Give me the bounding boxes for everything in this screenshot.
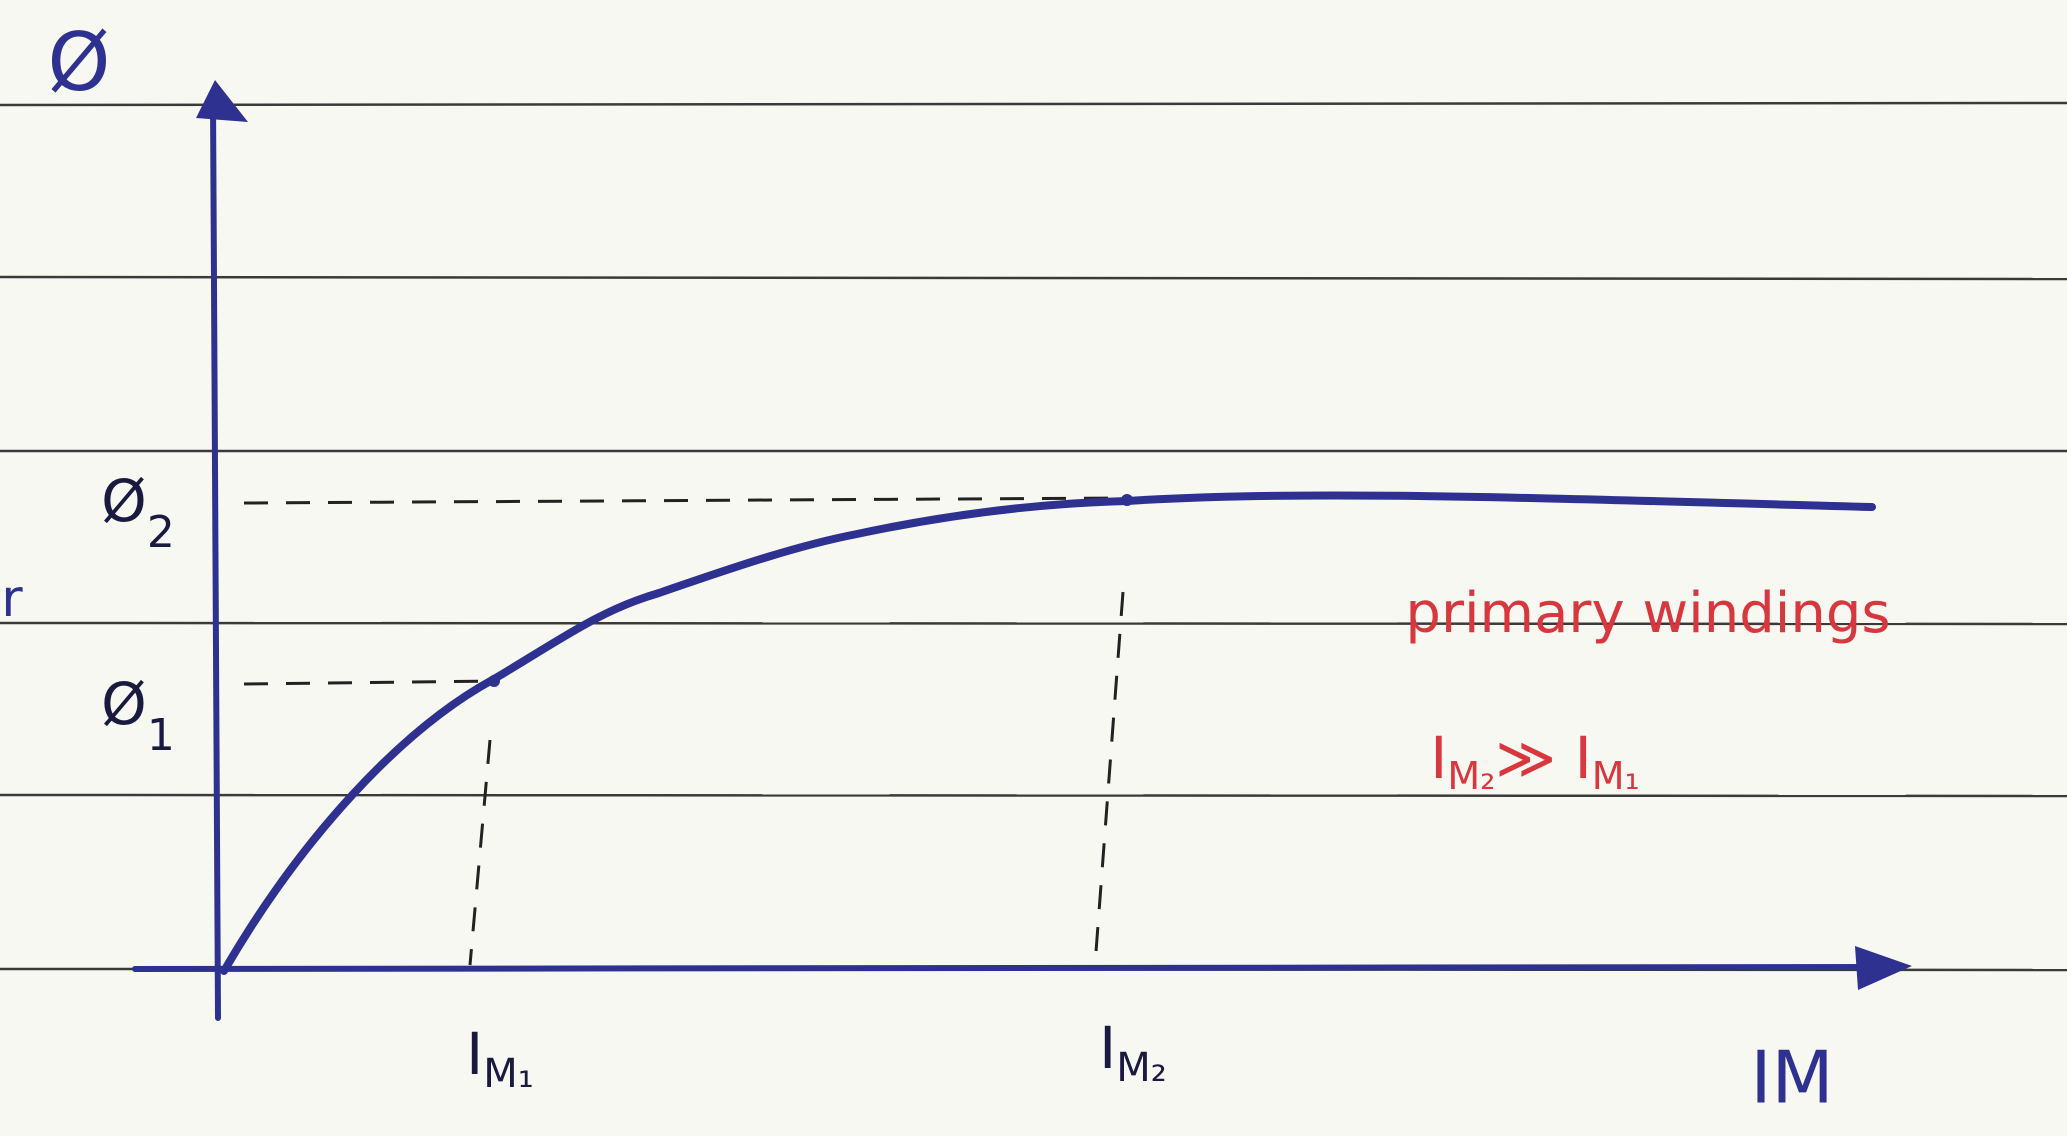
note-part: ≫ I <box>1495 724 1591 792</box>
y-mark-base: Ø <box>101 670 147 738</box>
note-part: M₂ <box>1447 754 1495 798</box>
note-part: M₁ <box>1592 754 1640 798</box>
point-1 <box>488 675 500 687</box>
note-part: I <box>1430 724 1447 792</box>
x-axis <box>135 967 1880 969</box>
point-2 <box>1121 494 1133 506</box>
y-mark-base: Ø <box>101 467 147 535</box>
page: {"y_axis": {"label": "Ø"}, "x_axis": {"l… <box>0 0 2067 1136</box>
margin-text: r <box>1 569 23 629</box>
x-axis-label: IM <box>1750 1036 1833 1120</box>
x-mark-base: I <box>466 1020 483 1088</box>
x-mark-sub: M₁ <box>483 1051 534 1097</box>
note-line-1: primary windings <box>1405 581 1890 646</box>
y-mark-sub: 1 <box>147 710 175 761</box>
ruled-line <box>0 795 2067 796</box>
x-mark-base: I <box>1099 1014 1116 1082</box>
y-axis-label: Ø <box>48 16 111 109</box>
x-mark-sub: M₂ <box>1116 1045 1167 1091</box>
y-mark-sub: 2 <box>147 507 175 558</box>
diagram: Ø IM Ø1 Ø2 IM₁ IM₂ primary windings IM₂≫… <box>0 0 2067 1136</box>
